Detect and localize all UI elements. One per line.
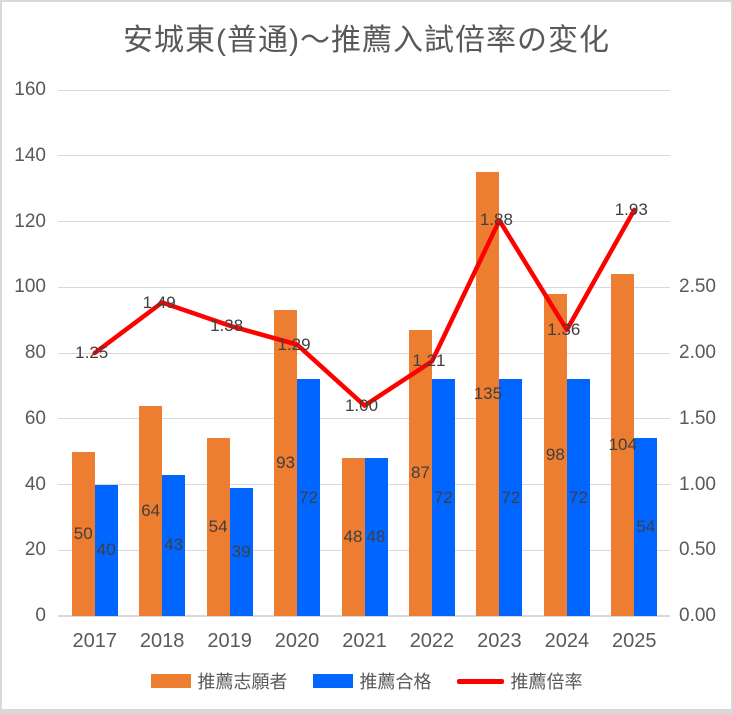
line-value-label: 1.38 bbox=[210, 315, 244, 335]
legend-item-3: 推薦倍率 bbox=[456, 668, 583, 694]
bottom-border bbox=[0, 709, 733, 714]
y-axis-left-tick-label: 120 bbox=[14, 210, 46, 232]
y-axis-right-tick-label: 2.00 bbox=[679, 342, 716, 363]
bar-accepted bbox=[297, 379, 321, 616]
y-axis-left-tick-label: 0 bbox=[35, 605, 46, 626]
gridline bbox=[58, 221, 670, 222]
line-value-label: 1.36 bbox=[547, 319, 581, 339]
bar-value-label: 39 bbox=[231, 541, 251, 561]
bar-value-label: 72 bbox=[299, 487, 318, 507]
y-axis-left-tick-label: 40 bbox=[24, 473, 46, 495]
y-axis-left-tick-label: 160 bbox=[14, 79, 46, 100]
bar-value-label: 72 bbox=[568, 487, 588, 507]
bar-value-label: 48 bbox=[366, 527, 386, 547]
bar-accepted bbox=[162, 474, 186, 616]
bar-applicants bbox=[206, 438, 230, 616]
legend-label: 推薦志願者 bbox=[197, 672, 288, 692]
gridline bbox=[58, 418, 670, 420]
y-axis-left-tick-label: 60 bbox=[24, 407, 46, 429]
bar-value-label: 54 bbox=[208, 517, 228, 537]
legend-bar-swatch bbox=[150, 674, 191, 688]
legend-item-2: 推薦合格 bbox=[312, 668, 432, 694]
line-value-label: 1.21 bbox=[412, 351, 446, 371]
y-axis-left-tick-label: 20 bbox=[24, 539, 46, 561]
y-axis-right-tick-label: 0.00 bbox=[679, 605, 716, 626]
bar-applicants bbox=[71, 451, 95, 616]
bar-accepted bbox=[566, 379, 590, 616]
legend-line-marker bbox=[456, 678, 504, 684]
bar-accepted bbox=[431, 379, 455, 616]
gridline bbox=[58, 155, 670, 157]
gridline bbox=[58, 89, 670, 91]
y-axis-right-tick-label: 1.50 bbox=[679, 407, 716, 429]
line-value-label: 1.29 bbox=[277, 334, 311, 354]
bar-value-label: 93 bbox=[276, 453, 295, 473]
x-axis-tick-label: 2020 bbox=[274, 630, 320, 652]
legend: 推薦志願者 推薦合格 推薦倍率 bbox=[0, 668, 733, 694]
legend-item-1: 推薦志願者 bbox=[150, 668, 288, 694]
y-axis-left-tick-label: 100 bbox=[14, 276, 46, 298]
x-axis-tick-label: 2019 bbox=[207, 630, 252, 652]
x-axis-tick-label: 2018 bbox=[139, 630, 185, 652]
bar-accepted bbox=[364, 458, 388, 616]
chart-title: 安城東(普通)～推薦入試倍率の変化 bbox=[123, 24, 610, 57]
bar-value-label: 50 bbox=[73, 523, 93, 543]
bar-value-label: 43 bbox=[164, 535, 184, 555]
x-axis-tick-label: 2022 bbox=[409, 630, 455, 652]
gridline bbox=[58, 352, 670, 354]
bar-value-label: 72 bbox=[433, 487, 453, 507]
y-axis-left-tick-label: 80 bbox=[24, 342, 46, 363]
bar-applicants bbox=[139, 405, 163, 616]
legend-label: 推薦倍率 bbox=[510, 672, 583, 692]
bar-accepted bbox=[94, 484, 118, 616]
x-axis-tick-label: 2024 bbox=[544, 630, 590, 652]
bar-value-label: 48 bbox=[343, 527, 363, 547]
bar-accepted bbox=[229, 487, 253, 616]
bar-value-label: 40 bbox=[96, 540, 116, 560]
bar-value-label: 72 bbox=[501, 487, 521, 507]
bar-applicants bbox=[341, 458, 365, 616]
line-value-label: 1.49 bbox=[142, 292, 176, 312]
bar-value-label: 135 bbox=[473, 384, 503, 404]
x-axis-tick-label: 2023 bbox=[477, 630, 522, 652]
y-axis-right-tick-label: 0.50 bbox=[679, 539, 716, 561]
legend-bar-swatch bbox=[312, 674, 353, 688]
gridline bbox=[58, 615, 670, 617]
y-axis-left-tick-label: 140 bbox=[14, 144, 46, 166]
x-axis-tick-label: 2021 bbox=[342, 630, 387, 652]
bar-value-label: 87 bbox=[410, 462, 430, 482]
gridline bbox=[58, 286, 670, 288]
bar-value-label: 64 bbox=[141, 500, 161, 520]
line-value-label: 1.25 bbox=[75, 343, 109, 362]
bar-accepted bbox=[499, 379, 523, 616]
line-value-label: 1.00 bbox=[344, 395, 379, 415]
x-axis-tick-label: 2017 bbox=[72, 630, 117, 652]
line-value-label: 1.88 bbox=[479, 210, 513, 230]
bar-value-label: 54 bbox=[636, 517, 656, 537]
y-axis-right-tick-label: 1.00 bbox=[679, 473, 716, 495]
legend-label: 推薦合格 bbox=[359, 672, 432, 692]
bar-value-label: 98 bbox=[545, 444, 565, 464]
y-axis-right-tick-label: 2.50 bbox=[679, 276, 716, 298]
x-axis-tick-label: 2025 bbox=[612, 630, 657, 652]
bar-accepted bbox=[634, 438, 658, 616]
bar-value-label: 104 bbox=[608, 435, 637, 455]
line-value-label: 1.93 bbox=[614, 199, 648, 219]
